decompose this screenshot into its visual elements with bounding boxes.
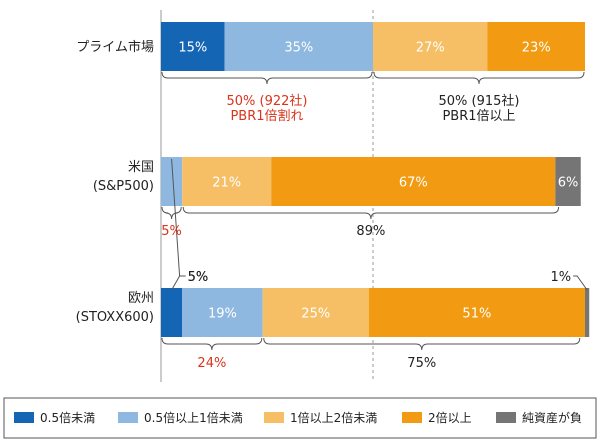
brace bbox=[263, 337, 581, 351]
bar-segment bbox=[262, 288, 369, 337]
callout-leader bbox=[171, 275, 186, 291]
bar-segment bbox=[161, 157, 183, 206]
brace-label: 24% bbox=[197, 356, 226, 371]
bar-value-label: 35% bbox=[284, 41, 313, 56]
brace bbox=[182, 206, 560, 220]
bar-value-label: 6% bbox=[558, 176, 579, 191]
legend-swatch bbox=[14, 412, 34, 423]
brace-label: PBR1倍以上 bbox=[442, 109, 515, 124]
brace-label: 50% (915社) bbox=[439, 93, 520, 109]
legend-swatch bbox=[402, 412, 422, 423]
bar-segment bbox=[161, 22, 225, 71]
bar-segment bbox=[487, 22, 585, 71]
legend-label: 純資産が負 bbox=[522, 410, 582, 425]
legend-label: 0.5倍未満 bbox=[40, 410, 95, 425]
callout-leader bbox=[573, 275, 588, 291]
brace-label: 50% (922社) bbox=[227, 93, 308, 109]
bar-value-label: 25% bbox=[301, 307, 330, 322]
category-label: 米国 bbox=[128, 160, 154, 175]
bar-value-label: 23% bbox=[522, 41, 551, 56]
bar-segment bbox=[373, 22, 488, 71]
bar-value-label: 19% bbox=[208, 307, 237, 322]
legend-swatch bbox=[264, 412, 284, 423]
legend-swatch bbox=[496, 412, 516, 423]
bar-value-label: 67% bbox=[399, 176, 428, 191]
bar-segment bbox=[182, 288, 263, 337]
brace-label: 89% bbox=[356, 224, 385, 239]
bar-segment bbox=[224, 22, 373, 71]
bar-value-label: 21% bbox=[212, 176, 241, 191]
brace bbox=[161, 206, 182, 220]
bar-segment bbox=[182, 157, 272, 206]
callout-label: 5% bbox=[188, 270, 209, 285]
brace bbox=[161, 71, 373, 85]
legend-swatch bbox=[118, 412, 138, 423]
category-label: (STOXX600) bbox=[76, 310, 154, 325]
callout-label: 5% bbox=[188, 270, 209, 285]
bar-value-label: 15% bbox=[178, 41, 207, 56]
brace-label: 5% bbox=[161, 224, 182, 239]
category-label: 欧州 bbox=[128, 291, 154, 306]
bar-value-label: 51% bbox=[462, 307, 491, 322]
legend-label: 0.5倍以上1倍未満 bbox=[144, 410, 243, 425]
bar-segment bbox=[161, 288, 183, 337]
brace bbox=[373, 71, 585, 85]
bar-segment bbox=[585, 288, 590, 337]
brace-label: PBR1倍割れ bbox=[230, 108, 303, 124]
brace-label: 75% bbox=[407, 356, 436, 371]
legend-label: 1倍以上2倍未満 bbox=[290, 410, 377, 425]
brace bbox=[161, 337, 263, 351]
category-label: プライム市場 bbox=[76, 39, 154, 55]
bar-segment bbox=[555, 157, 581, 206]
category-label: (S&P500) bbox=[93, 179, 154, 194]
legend-label: 2倍以上 bbox=[428, 410, 472, 425]
bar-value-label: 27% bbox=[416, 41, 445, 56]
callout-label: 1% bbox=[550, 270, 571, 285]
bar-segment bbox=[271, 157, 556, 206]
bar-segment bbox=[368, 288, 585, 337]
